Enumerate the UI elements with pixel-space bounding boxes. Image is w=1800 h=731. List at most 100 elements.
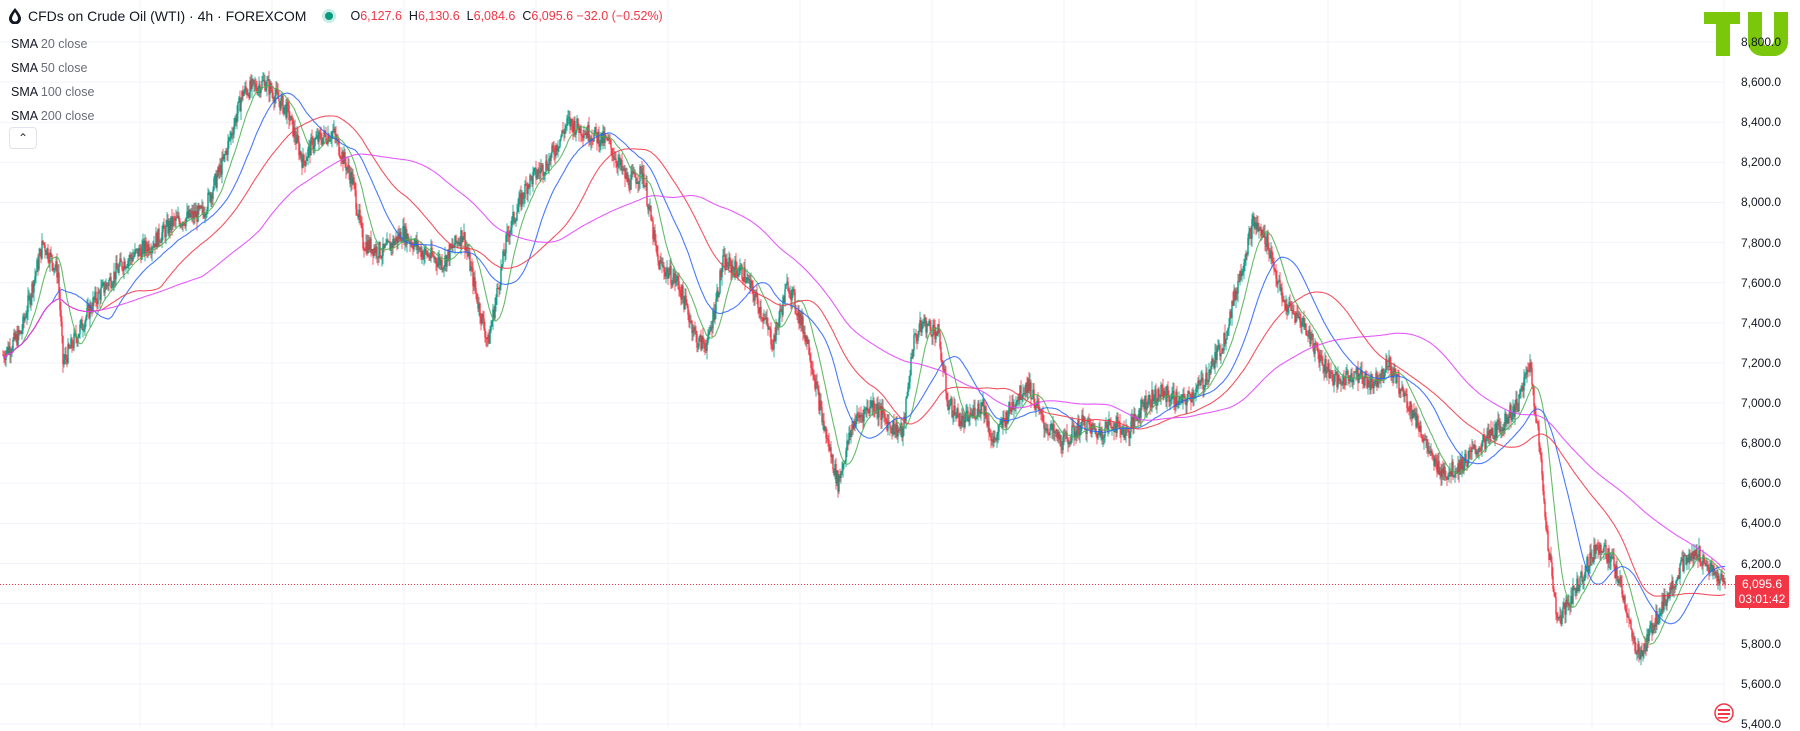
candle-body bbox=[724, 254, 726, 271]
candle-body bbox=[973, 407, 975, 411]
candle-body bbox=[1523, 377, 1525, 391]
candle-body bbox=[410, 242, 412, 244]
candle-body bbox=[1457, 463, 1459, 473]
candle-body bbox=[360, 220, 362, 223]
candle-body bbox=[1204, 384, 1206, 388]
candle-body bbox=[1152, 389, 1154, 402]
candle-body bbox=[372, 249, 374, 256]
candle-body bbox=[1102, 437, 1104, 440]
candle-body bbox=[666, 268, 668, 272]
candle-body bbox=[1324, 359, 1326, 372]
candle-body bbox=[670, 266, 672, 285]
candle-body bbox=[932, 324, 934, 337]
candle-body bbox=[632, 171, 634, 173]
candle-body bbox=[1263, 232, 1265, 238]
candle-body bbox=[163, 224, 165, 229]
candle-body bbox=[1681, 558, 1683, 560]
candle-body bbox=[1016, 400, 1018, 403]
tradingview-logo[interactable] bbox=[1704, 12, 1790, 56]
candle-body bbox=[154, 243, 156, 248]
candle-body bbox=[646, 182, 648, 206]
candle-body bbox=[987, 421, 989, 426]
candle-body bbox=[1222, 348, 1224, 351]
candle-body bbox=[277, 92, 279, 99]
candle-body bbox=[859, 414, 861, 418]
candle-body bbox=[1535, 414, 1537, 423]
candle-body bbox=[1719, 579, 1721, 584]
candle-body bbox=[375, 246, 377, 254]
candle-body bbox=[1142, 402, 1144, 404]
candle-body bbox=[15, 334, 17, 340]
candle-body bbox=[843, 463, 845, 465]
candle-body bbox=[1524, 374, 1526, 378]
candle-body bbox=[1374, 381, 1376, 385]
candle-body bbox=[1654, 624, 1656, 627]
indicator-sma100[interactable]: SMA 100 close bbox=[11, 85, 95, 99]
candle-body bbox=[446, 255, 448, 267]
collapse-legend-button[interactable]: ⌃ bbox=[9, 127, 37, 149]
candle-body bbox=[616, 163, 618, 167]
candle-body bbox=[94, 291, 96, 300]
candle-body bbox=[1682, 558, 1684, 572]
candle-body bbox=[255, 83, 257, 89]
candle-body bbox=[939, 332, 941, 347]
flag-icon[interactable] bbox=[1714, 703, 1734, 723]
candle-body bbox=[1394, 368, 1396, 373]
indicator-sma200[interactable]: SMA 200 close bbox=[11, 109, 95, 123]
candle-body bbox=[159, 241, 161, 243]
candle-body bbox=[472, 268, 474, 287]
candle-body bbox=[921, 323, 923, 333]
candle-body bbox=[846, 440, 848, 451]
candle-body bbox=[121, 262, 123, 269]
candle-body bbox=[836, 470, 838, 484]
symbol-title[interactable]: CFDs on Crude Oil (WTI) · 4h · FOREXCOM bbox=[28, 8, 307, 24]
candle-body bbox=[317, 135, 319, 142]
candle-body bbox=[551, 145, 553, 154]
market-status-dot[interactable] bbox=[322, 9, 337, 23]
candle-body bbox=[1382, 369, 1384, 379]
candle-body bbox=[900, 423, 902, 431]
candle-body bbox=[116, 263, 118, 270]
candle-body bbox=[140, 251, 142, 260]
candle-body bbox=[172, 217, 174, 227]
candle-body bbox=[363, 248, 365, 251]
candle-body bbox=[306, 158, 308, 161]
candle-body bbox=[1721, 573, 1723, 578]
candle-body bbox=[1090, 425, 1092, 434]
candle-body bbox=[545, 160, 547, 173]
candle-body bbox=[1276, 278, 1278, 285]
candle-body bbox=[648, 206, 650, 210]
indicator-sma20[interactable]: SMA 20 close bbox=[11, 37, 88, 51]
candle-body bbox=[190, 214, 192, 218]
candle-body bbox=[1143, 402, 1145, 409]
candle-body bbox=[852, 424, 854, 429]
candle-body bbox=[1723, 581, 1725, 583]
candle-body bbox=[1499, 425, 1501, 432]
candle-body bbox=[833, 469, 835, 476]
candle-body bbox=[963, 419, 965, 428]
candle-body bbox=[543, 174, 545, 176]
candle-body bbox=[1640, 650, 1642, 659]
candle-body bbox=[839, 475, 841, 479]
candle-body bbox=[459, 242, 461, 246]
candle-body bbox=[588, 124, 590, 141]
candle-body bbox=[1598, 550, 1600, 554]
candle-body bbox=[393, 238, 395, 246]
candle-body bbox=[1049, 428, 1051, 436]
candle-body bbox=[1113, 430, 1115, 433]
candle-body bbox=[299, 151, 301, 156]
candle-body bbox=[904, 416, 906, 422]
candle-body bbox=[495, 297, 497, 305]
candle-body bbox=[1044, 428, 1046, 430]
candle-body bbox=[1542, 474, 1544, 491]
candle-body bbox=[977, 403, 979, 416]
indicator-sma50[interactable]: SMA 50 close bbox=[11, 61, 88, 75]
candle-body bbox=[245, 86, 247, 90]
candle-body bbox=[638, 181, 640, 184]
candle-body bbox=[1536, 422, 1538, 424]
candle-body bbox=[827, 438, 829, 440]
candle-body bbox=[1538, 426, 1540, 446]
candle-body bbox=[1637, 643, 1639, 653]
candle-body bbox=[1320, 354, 1322, 358]
